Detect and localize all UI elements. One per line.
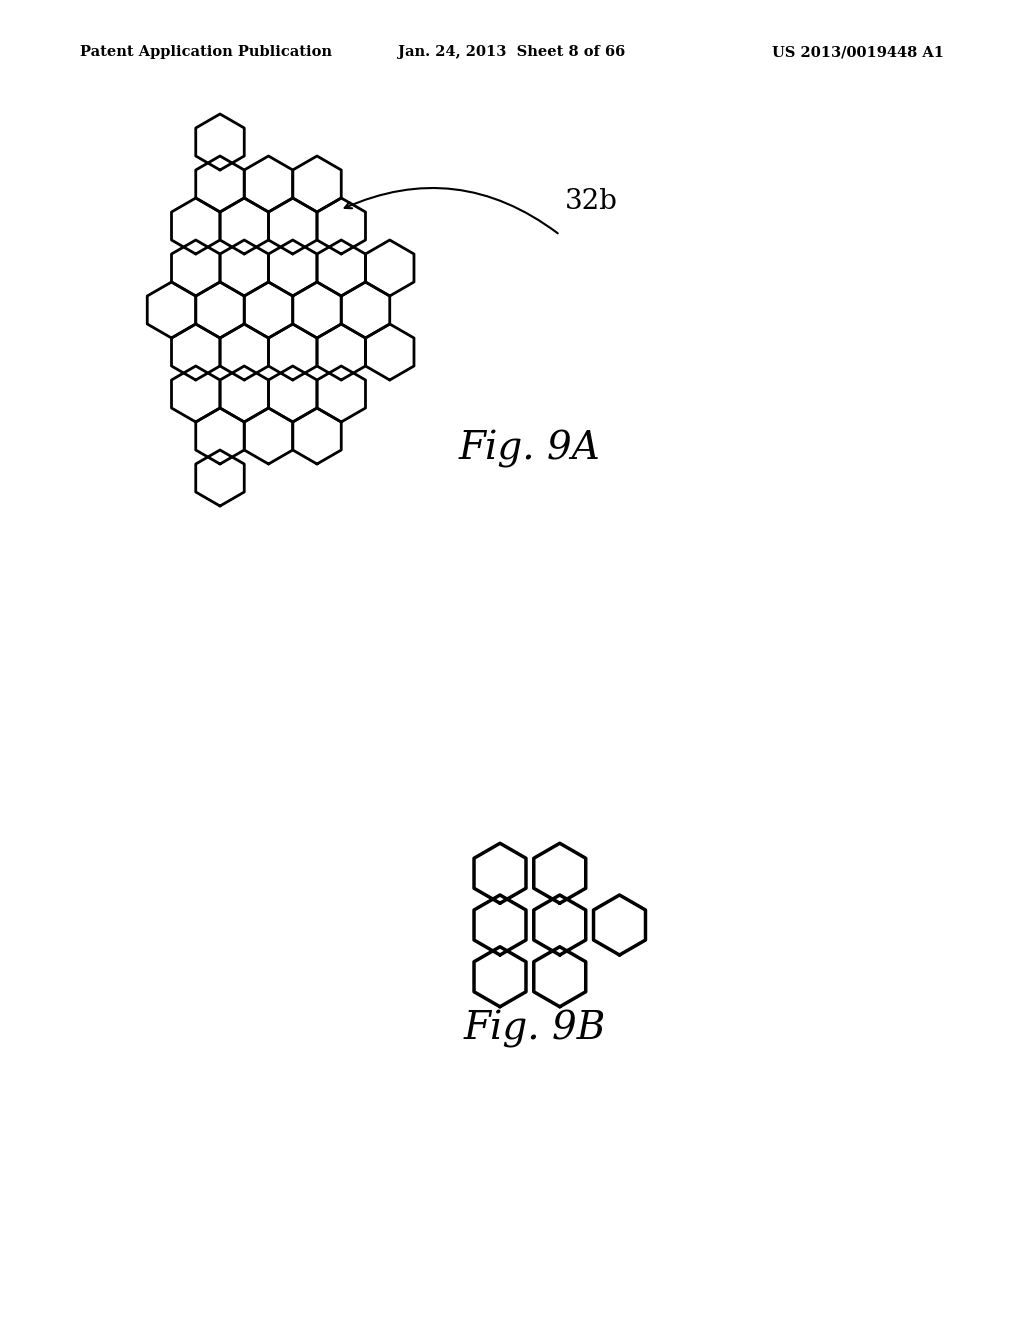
Text: Fig. 9B: Fig. 9B — [464, 1010, 606, 1048]
Text: US 2013/0019448 A1: US 2013/0019448 A1 — [772, 45, 944, 59]
Text: Jan. 24, 2013  Sheet 8 of 66: Jan. 24, 2013 Sheet 8 of 66 — [398, 45, 626, 59]
FancyArrowPatch shape — [345, 187, 558, 234]
Text: Fig. 9A: Fig. 9A — [459, 430, 601, 469]
Text: 32b: 32b — [565, 187, 617, 215]
Text: Patent Application Publication: Patent Application Publication — [80, 45, 332, 59]
